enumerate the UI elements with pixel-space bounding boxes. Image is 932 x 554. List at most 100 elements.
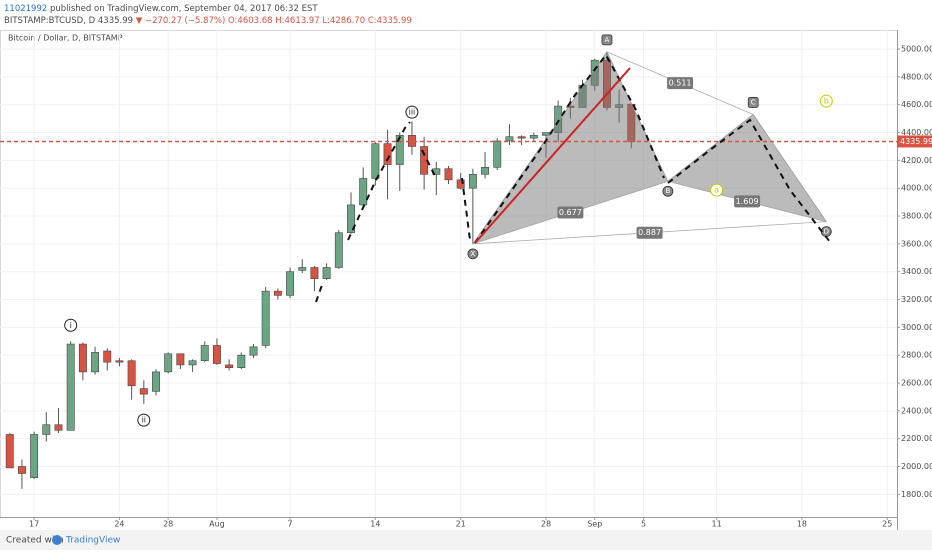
- point-label: B: [665, 187, 670, 195]
- x-tick-label: Aug: [209, 520, 225, 529]
- wave-label: ii: [142, 416, 146, 425]
- wave-marker: [405, 105, 419, 119]
- arrow: ▼: [136, 16, 143, 26]
- x-tick-label: 21: [456, 520, 466, 529]
- candle-body: [5, 434, 14, 469]
- point-label: X: [470, 250, 475, 258]
- wave-arrows: [315, 53, 831, 303]
- ratio-label: 1.609: [736, 197, 759, 206]
- trend-line: [474, 67, 631, 244]
- last-price-label: 4335.99: [900, 137, 932, 146]
- wave-label: iii: [409, 108, 416, 117]
- wave-label: a: [714, 186, 719, 195]
- x-tick-label: Sep: [587, 520, 602, 529]
- candle-body: [212, 345, 221, 364]
- candle-body: [91, 352, 100, 373]
- candle-body: [371, 143, 380, 179]
- candle-body: [383, 143, 392, 165]
- y-tick-label: 4200.00: [901, 156, 932, 165]
- y-tick-label: 4000.00: [901, 184, 932, 193]
- candle-body: [249, 346, 258, 356]
- wave-arrow: [347, 121, 411, 241]
- x-tick-label: 28: [163, 520, 173, 529]
- candle-body: [225, 364, 234, 368]
- candle-body: [456, 179, 465, 189]
- header-line: 11021992 published on TradingView.com, S…: [4, 4, 318, 14]
- candle-body: [127, 360, 136, 387]
- candle-body: [54, 424, 63, 431]
- candle-body: [30, 434, 39, 478]
- candle-body: [139, 388, 148, 395]
- ratio-box: [667, 77, 694, 90]
- candle-body: [395, 135, 404, 165]
- candle-body: [468, 173, 477, 189]
- candle-body: [261, 290, 270, 346]
- wave-arrow: [667, 118, 831, 243]
- candle-body: [529, 135, 538, 139]
- y-tick-label: 1800.00: [901, 490, 932, 499]
- y-tick-label: 4600.00: [901, 100, 932, 109]
- y-tick-label: 4400.00: [901, 128, 932, 137]
- point-box: [601, 34, 613, 46]
- candle-body: [505, 136, 514, 142]
- y-tick-label: 2400.00: [901, 406, 932, 415]
- y-tick-label: 2000.00: [901, 462, 932, 471]
- wave-arrow: [474, 53, 665, 244]
- x-tick-label: 17: [29, 520, 39, 529]
- y-tick-label: 3600.00: [901, 239, 932, 248]
- x-tick-label: 11: [712, 520, 722, 529]
- chart-title: Bitcoin / Dollar, D, BITSTAMP: [8, 34, 123, 43]
- candle-body: [322, 267, 331, 279]
- symbol-line: BITSTAMP:BTCUSD, D 4335.99 ▼ −270.27 (−5…: [4, 16, 412, 26]
- x-tick-label: 24: [114, 520, 124, 529]
- ratio-label: 0.511: [669, 79, 692, 88]
- candle-body: [517, 136, 526, 139]
- candle-body: [273, 290, 282, 296]
- ratio-label: 0.887: [638, 228, 661, 237]
- last: 4335.99: [98, 16, 133, 26]
- wave-marker: [819, 94, 833, 108]
- candle-body: [103, 350, 112, 363]
- y-tick-label: 2800.00: [901, 351, 932, 360]
- wave-marker: [710, 183, 724, 197]
- candle-body: [347, 204, 355, 234]
- brand-icon: [52, 535, 62, 545]
- x-tick-label: 5: [641, 520, 646, 529]
- candle-body: [78, 343, 87, 373]
- candle-body: [286, 271, 295, 296]
- y-tick-label: 2600.00: [901, 379, 932, 388]
- y-tick-label: 4800.00: [901, 72, 932, 81]
- candle-body: [188, 360, 197, 366]
- x-tick-label: 25: [882, 520, 892, 529]
- candle-body: [164, 353, 173, 373]
- candle-body: [298, 267, 307, 271]
- candle-body: [200, 345, 209, 362]
- point-box: [662, 185, 674, 197]
- candle-body: [444, 168, 453, 181]
- wave-arrow: [315, 284, 323, 303]
- candle-body: [334, 232, 343, 268]
- point-label: C: [751, 98, 756, 106]
- y-tick-label: 3800.00: [901, 212, 932, 221]
- footer-brand[interactable]: TradingView: [65, 536, 120, 546]
- ohlc: O:4603.68 H:4613.97 L:4286.70 C:4335.99: [228, 16, 412, 26]
- x-tick-label: 14: [370, 520, 380, 529]
- point-label: A: [605, 36, 610, 44]
- y-tick-label: 3400.00: [901, 267, 932, 276]
- candle-body: [237, 354, 246, 368]
- candle-body: [493, 140, 502, 168]
- x-tick-label: 7: [288, 520, 293, 529]
- ratio-label: 0.677: [559, 208, 582, 217]
- point-box: [747, 97, 759, 108]
- candle-body: [481, 167, 490, 175]
- footer-bar: [0, 530, 932, 550]
- candle-body: [310, 267, 319, 279]
- wave-label: i: [70, 321, 72, 330]
- wave-arrow: [421, 149, 471, 241]
- candle-body: [152, 371, 160, 392]
- author[interactable]: 11021992: [4, 4, 47, 14]
- last-price-tag: [897, 135, 932, 148]
